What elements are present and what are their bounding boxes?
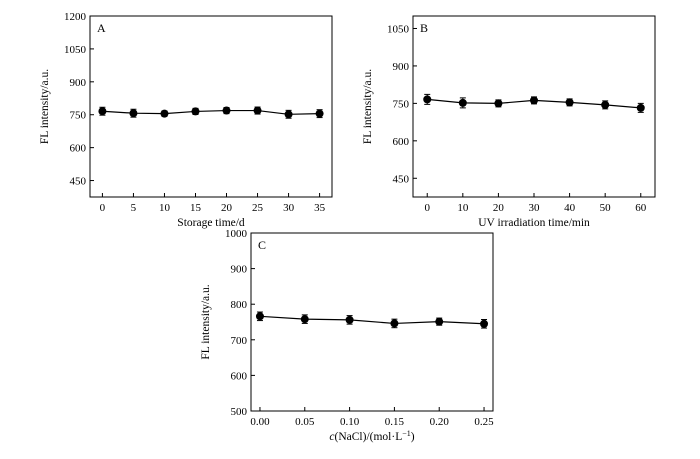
- y-tick-label-b: 450: [393, 173, 410, 185]
- plot-frame-a: [89, 15, 333, 198]
- y-tick-label-c: 500: [231, 406, 248, 418]
- data-point-c: [435, 317, 444, 326]
- data-point-c: [345, 315, 354, 324]
- x-axis-title-c-italic: c: [329, 431, 334, 443]
- data-point-a: [160, 109, 169, 118]
- panel-b: B UV irradiation time/min FL intensity/a…: [362, 15, 656, 229]
- x-axis-title-a: Storage time/d: [177, 217, 245, 229]
- marks-b: 450 600 750 900 1050 0 10 20 30 40 50 60: [387, 23, 647, 214]
- data-point-a: [284, 110, 293, 119]
- y-tick-label-b: 750: [393, 98, 410, 110]
- x-tick-label-c: 0.20: [430, 416, 450, 428]
- x-tick-label-c: 0.10: [340, 416, 360, 428]
- series-line-c: [259, 315, 485, 325]
- x-tick-label-b: 40: [564, 202, 576, 214]
- panel-a: A Storage time/d FL intensity/a.u. 450 60…: [39, 11, 333, 229]
- x-tick-label-b: 0: [424, 202, 430, 214]
- y-tick-label-a: 1200: [64, 11, 87, 23]
- data-point-a: [129, 109, 138, 118]
- y-tick-label-a: 600: [70, 143, 87, 155]
- data-point-b: [636, 103, 645, 112]
- y-tick-label-a: 1050: [64, 44, 87, 56]
- x-axis-title-b: UV irradiation time/min: [478, 217, 590, 229]
- y-tick-label-c: 600: [231, 370, 248, 382]
- data-point-c: [390, 319, 399, 328]
- y-tick-label-a: 900: [70, 77, 87, 89]
- panel-c: C c(NaCl)/(mol·L−1) FL intensity/a.u. 50…: [200, 228, 494, 443]
- data-point-b: [530, 96, 538, 105]
- panel-label-a: A: [97, 21, 106, 35]
- y-tick-label-c: 900: [231, 264, 248, 276]
- series-line-a: [102, 109, 320, 115]
- data-point-c: [255, 312, 264, 321]
- x-tick-label-b: 20: [493, 202, 505, 214]
- x-tick-label-a: 25: [252, 202, 264, 214]
- y-tick-label-b: 600: [393, 136, 410, 148]
- data-point-c: [300, 315, 309, 324]
- y-axis-title-a: FL intensity/a.u.: [39, 69, 51, 144]
- plot-frame-c: [250, 232, 494, 412]
- data-point-a: [253, 106, 262, 115]
- data-point-b: [601, 100, 610, 109]
- y-tick-label-a: 450: [70, 176, 87, 188]
- data-point-b: [458, 98, 467, 107]
- x-tick-label-a: 35: [314, 202, 326, 214]
- x-tick-label-b: 50: [600, 202, 612, 214]
- y-tick-label-b: 1050: [387, 23, 410, 35]
- y-tick-label-b: 900: [393, 61, 410, 73]
- x-tick-label-a: 30: [283, 202, 295, 214]
- y-tick-label-a: 750: [70, 110, 87, 122]
- x-tick-label-b: 10: [457, 202, 469, 214]
- x-axis-title-c: c(NaCl)/(mol·L−1): [329, 429, 414, 443]
- data-point-b: [565, 98, 574, 107]
- x-tick-label-a: 10: [159, 202, 171, 214]
- x-tick-label-a: 5: [131, 202, 137, 214]
- data-point-c: [480, 319, 489, 328]
- x-axis-title-c-end: ): [411, 431, 415, 443]
- panel-label-b: B: [420, 21, 428, 35]
- x-tick-label-c: 0.05: [295, 416, 315, 428]
- x-axis-title-c-sup: −1: [402, 429, 411, 438]
- x-tick-label-c: 0.25: [474, 416, 494, 428]
- x-tick-label-a: 20: [221, 202, 233, 214]
- data-point-a: [191, 107, 200, 116]
- data-point-a: [315, 109, 324, 118]
- data-point-a: [222, 106, 231, 115]
- marks-a: 450 600 750 900 1050 1200 0 5 10 15 20 25 30 35: [64, 11, 326, 214]
- y-tick-label-c: 800: [231, 299, 248, 311]
- x-tick-label-c: 0.00: [250, 416, 270, 428]
- x-tick-label-b: 30: [529, 202, 541, 214]
- y-tick-label-c: 700: [231, 335, 248, 347]
- data-point-a: [98, 107, 107, 116]
- marks-c: 500 600 700 800 900 1000 0.00 0.05 0.10 0.15 0.20 0…: [225, 228, 494, 428]
- y-tick-label-c: 1000: [225, 228, 248, 240]
- x-tick-label-b: 60: [635, 202, 647, 214]
- x-tick-label-a: 0: [100, 202, 106, 214]
- panel-label-c: C: [258, 238, 266, 252]
- y-axis-title-c: FL intensity/a.u.: [200, 284, 212, 359]
- x-tick-label-a: 15: [190, 202, 202, 214]
- y-axis-title-b: FL intensity/a.u.: [362, 69, 374, 144]
- x-axis-title-c-main: (NaCl)/(mol·L: [335, 431, 403, 443]
- data-point-b: [494, 99, 503, 108]
- data-point-b: [423, 95, 432, 104]
- x-tick-label-c: 0.15: [385, 416, 405, 428]
